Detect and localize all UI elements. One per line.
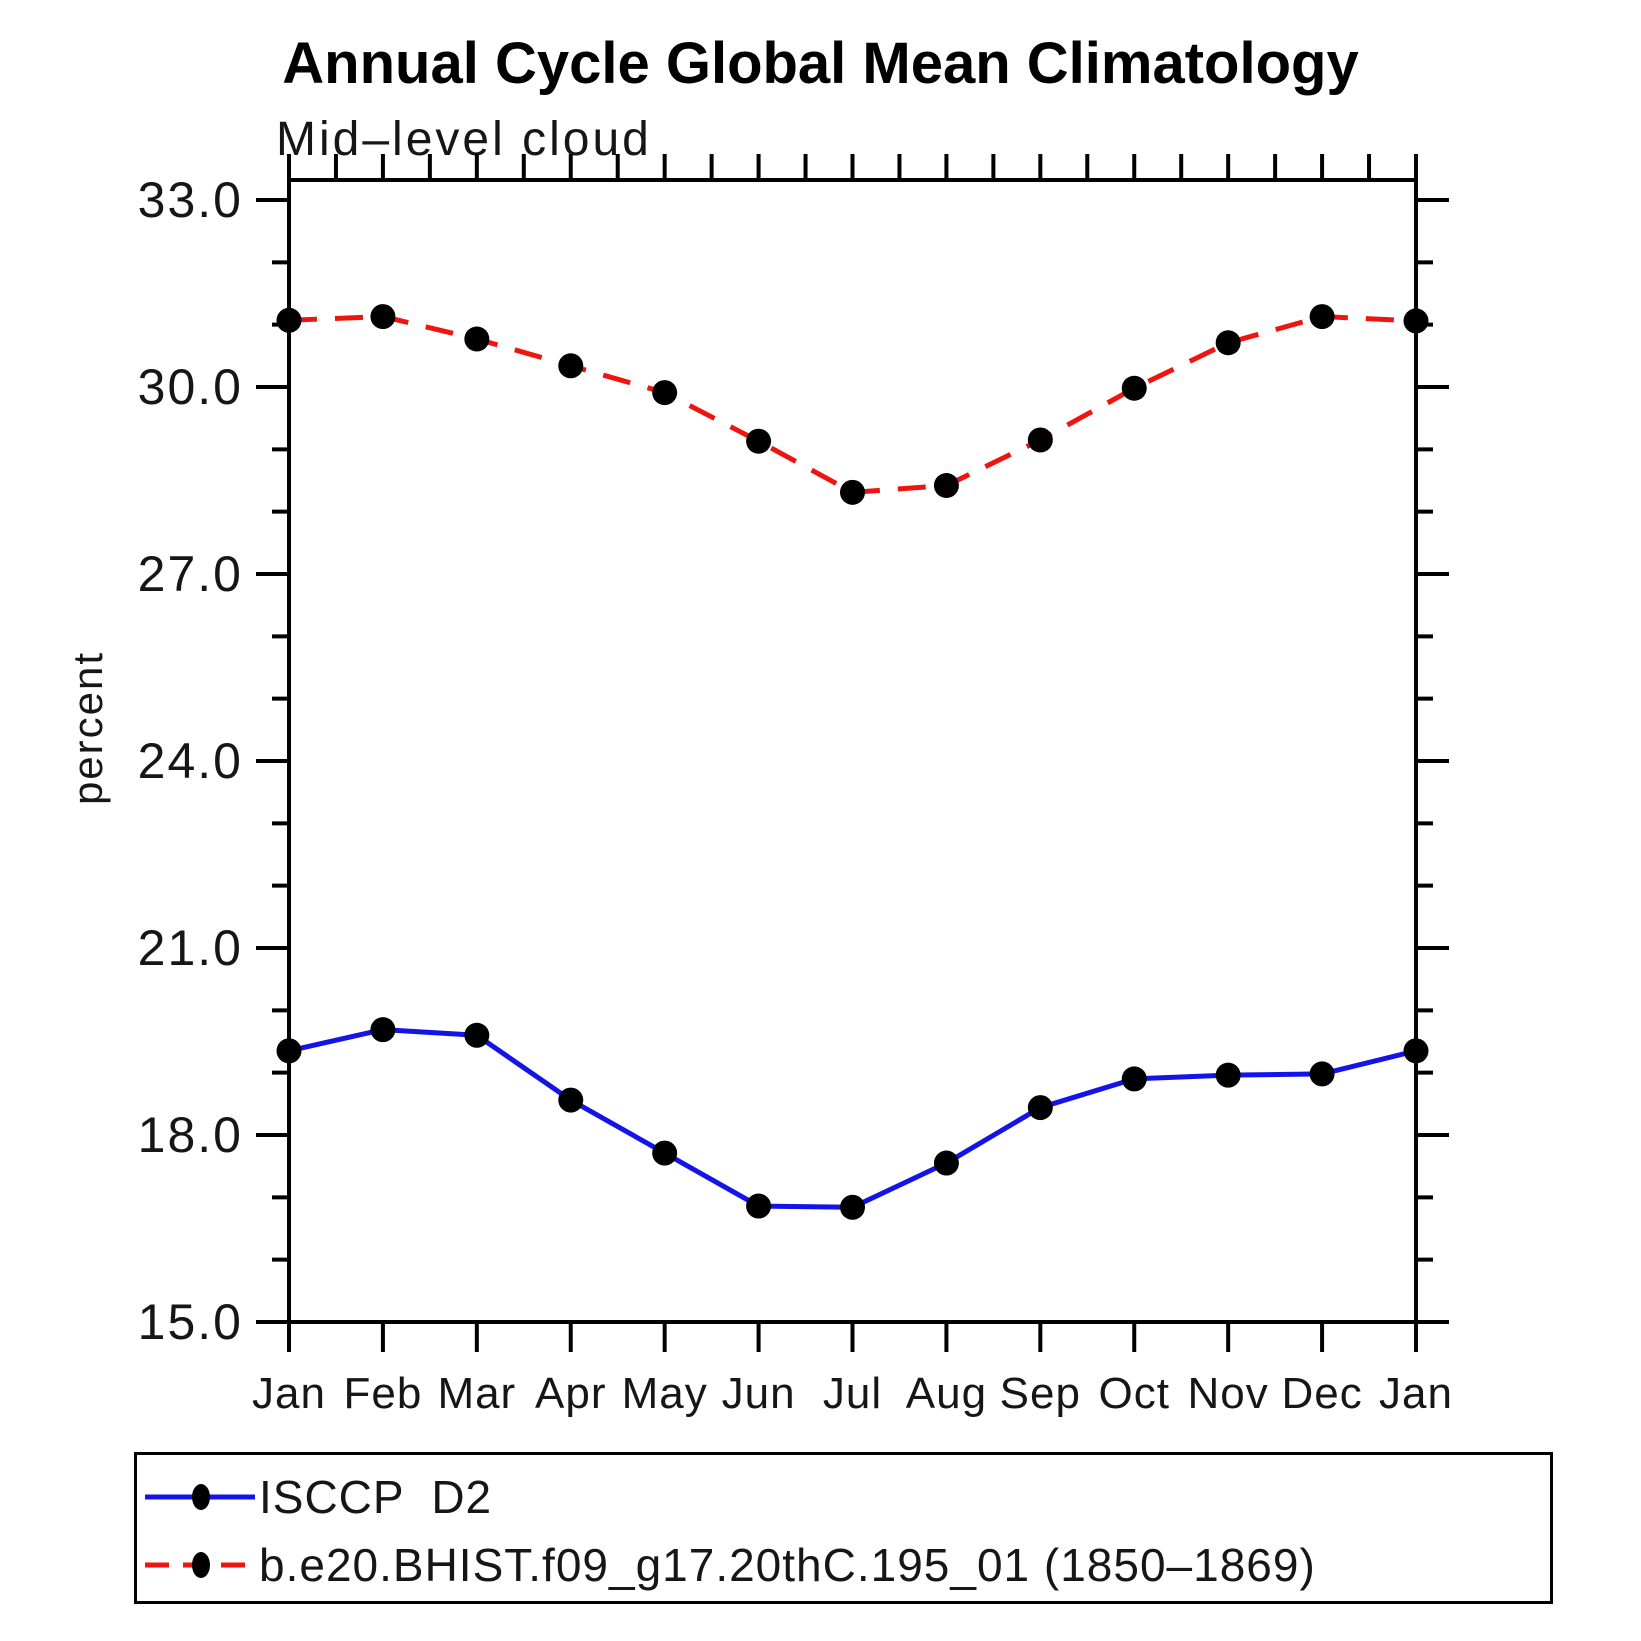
series-1-point-Jun xyxy=(746,428,772,454)
series-0-point-Dec xyxy=(1309,1061,1335,1087)
legend-item-isccp: ISCCP D2 xyxy=(141,1471,493,1523)
x-tick-label: Oct xyxy=(1099,1369,1170,1418)
legend-item-model: b.e20.BHIST.f09_g17.20thC.195_01 (1850–1… xyxy=(141,1539,1316,1591)
y-tick-label: 21.0 xyxy=(138,920,243,976)
legend-box: ISCCP D2 b.e20.BHIST.f09_g17.20thC.195_0… xyxy=(134,1452,1553,1604)
x-tick-label: Jun xyxy=(722,1369,796,1418)
series-1-point-Oct xyxy=(1121,375,1147,401)
series-0-point-Sep xyxy=(1027,1095,1053,1121)
y-tick-label: 15.0 xyxy=(138,1294,243,1350)
series-1-point-Jan xyxy=(276,307,302,333)
x-tick-label: Dec xyxy=(1281,1369,1362,1418)
y-tick-label: 33.0 xyxy=(138,172,243,228)
legend-marker-dot-icon xyxy=(192,1552,210,1578)
series-1-point-Mar xyxy=(464,326,490,352)
x-tick-label: Jul xyxy=(823,1369,882,1418)
legend-label-model: b.e20.BHIST.f09_g17.20thC.195_01 (1850–1… xyxy=(259,1539,1316,1591)
series-0-point-Nov xyxy=(1215,1062,1241,1088)
series-1-point-Sep xyxy=(1027,427,1053,453)
y-tick-label: 27.0 xyxy=(138,546,243,602)
x-tick-label: Jan xyxy=(252,1369,326,1418)
series-0-point-Mar xyxy=(464,1022,490,1048)
axis-frame xyxy=(287,178,1418,1324)
x-tick-label: Nov xyxy=(1188,1369,1269,1418)
x-tick-label: Jan xyxy=(1379,1369,1453,1418)
series-0-point-Jul xyxy=(840,1194,865,1220)
y-tick-label: 18.0 xyxy=(138,1107,243,1163)
series-0-point-Aug xyxy=(933,1150,959,1176)
x-tick-label: May xyxy=(622,1369,708,1418)
series-line-0 xyxy=(288,1027,1417,1210)
series-0-point-Oct xyxy=(1121,1066,1147,1092)
series-1-point-Nov xyxy=(1215,330,1241,356)
series-1-point-Aug xyxy=(933,472,959,498)
series-1-point-Jan xyxy=(1403,308,1429,334)
chart-subtitle: Mid–level cloud xyxy=(276,113,652,166)
series-0-point-Apr xyxy=(558,1087,584,1113)
x-tick-label: Feb xyxy=(344,1369,423,1418)
x-tick-label: Mar xyxy=(437,1369,516,1418)
legend-dashed-line-icon xyxy=(145,1552,255,1578)
y-tick-label: 30.0 xyxy=(138,359,243,415)
series-0-point-Feb xyxy=(370,1017,396,1043)
series-0-point-Jan xyxy=(1403,1038,1429,1064)
series-0-point-Jun xyxy=(746,1193,772,1219)
series-1-point-Apr xyxy=(558,353,584,379)
series-line-1 xyxy=(288,314,1417,495)
legend-marker-dot-icon xyxy=(192,1484,210,1510)
series-0-point-Jan xyxy=(276,1038,302,1064)
legend-label-isccp: ISCCP D2 xyxy=(259,1471,493,1523)
y-tick-label: 24.0 xyxy=(138,733,243,789)
legend-solid-line-icon xyxy=(145,1484,255,1510)
x-tick-label: Sep xyxy=(1000,1369,1081,1418)
series-1-point-Dec xyxy=(1309,304,1335,330)
x-tick-label: Aug xyxy=(906,1369,987,1418)
series-1-point-Feb xyxy=(370,304,396,330)
series-0-point-May xyxy=(652,1140,678,1166)
series-1-point-Jul xyxy=(840,479,865,505)
chart-title: Annual Cycle Global Mean Climatology xyxy=(282,31,1359,96)
x-tick-label: Apr xyxy=(535,1369,606,1418)
series-1-point-May xyxy=(652,380,678,406)
